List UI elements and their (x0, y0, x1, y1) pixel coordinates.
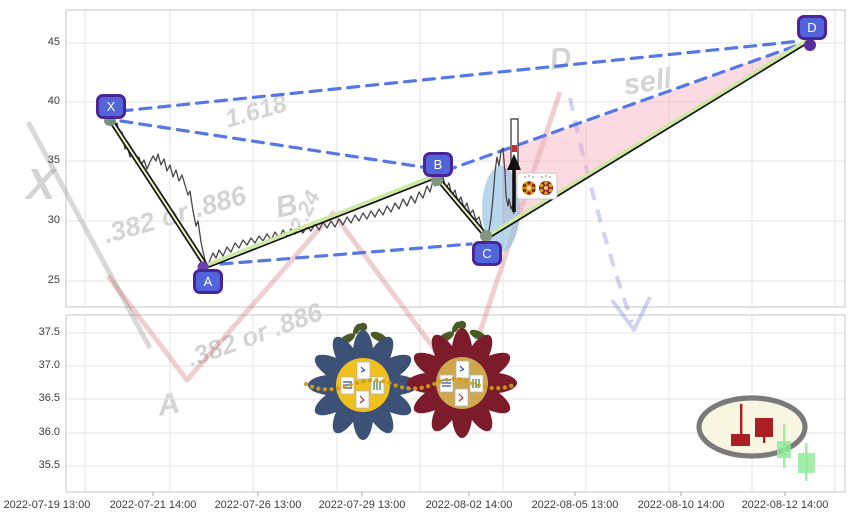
x-tick-7: 2022-08-12 14:00 (741, 499, 829, 511)
gold-card-flower-icon (522, 175, 536, 195)
trendline-x-d (119, 39, 803, 113)
price-panel-border (65, 9, 846, 308)
up-arrow-icon (507, 154, 521, 170)
point-label-c: C (472, 241, 502, 266)
red-card-flower-icon (539, 175, 553, 195)
bead-garland (303, 376, 517, 392)
signal-popup (516, 172, 558, 200)
x-tick-2: 2022-07-26 13:00 (214, 499, 302, 511)
y-tick-36-5: 36.5 (38, 392, 60, 404)
blue-card-flower-image (308, 322, 418, 440)
x-tick-1: 2022-07-21 14:00 (109, 499, 197, 511)
blue-highlight-ellipse (482, 166, 520, 252)
trendline-a-c (219, 242, 473, 266)
x-tick-3: 2022-07-29 13:00 (318, 499, 406, 511)
x-tick-5: 2022-08-05 13:00 (531, 499, 619, 511)
x-tick-4: 2022-08-02 14:00 (425, 499, 513, 511)
x-tick-0: 2022-07-19 13:00 (3, 499, 91, 511)
pattern-legs (109, 39, 808, 269)
green-candles (777, 424, 815, 481)
y-tick-35-5: 35.5 (38, 459, 60, 471)
trendline-x-b (119, 119, 431, 170)
lower-panel-border (65, 314, 846, 493)
point-label-b: B (423, 152, 453, 177)
y-tick-25: 25 (47, 274, 60, 286)
x-tick-6: 2022-08-10 14:00 (637, 499, 725, 511)
watermark-x-letter: X (26, 160, 56, 209)
marker-d (804, 39, 816, 51)
entry-signal (507, 118, 558, 212)
dashed-trendlines (119, 39, 803, 266)
y-tick-45: 45 (47, 36, 60, 48)
marker-c (480, 230, 492, 242)
red-mark (512, 145, 517, 152)
point-label-d: D (797, 15, 827, 40)
watermark-arrowhead-icon (610, 296, 652, 332)
y-tick-40: 40 (47, 95, 60, 107)
flower-center-disc (336, 358, 390, 412)
y-tick-37-0: 37.0 (38, 359, 60, 371)
gridlines (65, 9, 846, 496)
trendline-b-d (443, 42, 803, 173)
flower-center-disc (436, 357, 488, 409)
y-tick-37-5: 37.5 (38, 326, 60, 338)
y-tick-36-0: 36.0 (38, 426, 60, 438)
y-tick-35: 35 (47, 154, 60, 166)
x-axis-ticks (152, 492, 786, 496)
marker-b (431, 174, 443, 186)
y-tick-30: 30 (47, 214, 60, 226)
leg-c-d (487, 39, 808, 237)
point-label-x: X (96, 94, 126, 119)
circled-candles-annotation (696, 395, 815, 481)
point-label-a: A (193, 269, 223, 294)
red-candles (731, 404, 773, 446)
pattern-point-markers (104, 39, 816, 273)
leg-a-b (207, 173, 438, 266)
